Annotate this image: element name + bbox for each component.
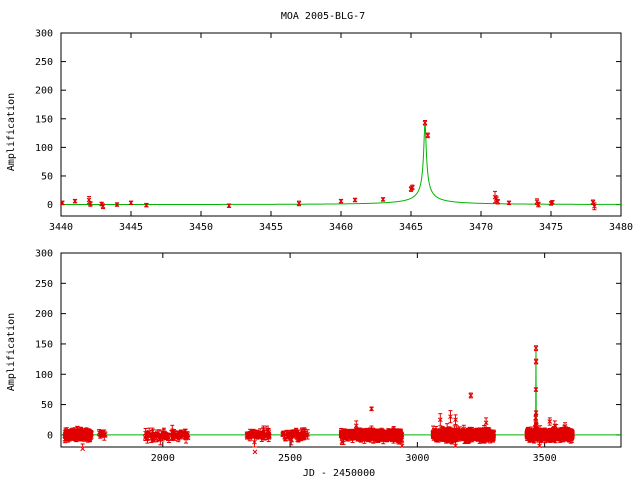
data-point	[72, 198, 78, 204]
data-point	[338, 198, 344, 204]
data-point	[410, 184, 415, 191]
x-tick-label: 3445	[119, 222, 143, 233]
data-point	[495, 198, 501, 205]
y-tick-label: 0	[47, 200, 53, 211]
plot-frame	[60, 252, 622, 448]
y-tick-label: 0	[47, 430, 53, 441]
x-tick-label: 3460	[329, 222, 353, 233]
data-point	[506, 200, 512, 206]
x-tick-label: 3470	[469, 222, 493, 233]
data-point	[592, 202, 597, 211]
panel-bottom: Amplification JD - 2450000 0 50 100 150 200 2…	[6, 249, 622, 479]
chart-title: MOA 2005-BLG-7	[281, 11, 365, 22]
data-point	[60, 200, 65, 206]
top-plot-area: 0 50 100 150 200 250 300 3440 3445 3450 3455 3460 34…	[35, 29, 633, 234]
y-tick-label: 200	[35, 309, 53, 320]
data-point	[226, 203, 232, 209]
data-point	[128, 200, 134, 206]
x-tick-label: 3480	[609, 222, 633, 233]
y-tick-label: 200	[35, 86, 53, 97]
data-point	[100, 203, 106, 210]
data-point	[380, 197, 386, 202]
bottom-plot-area: 0 50 100 150 200 250 300 2000 2500 3000 3500	[35, 249, 622, 464]
y-tick-label: 150	[35, 114, 53, 125]
y-tick-label: 50	[41, 171, 53, 182]
y-tick-label: 250	[35, 57, 53, 68]
y-tick-label: 300	[35, 29, 53, 40]
x-tick-label: 3465	[399, 222, 423, 233]
x-tick-label: 3455	[259, 222, 283, 233]
x-tick-label: 2000	[151, 453, 175, 464]
data-point	[422, 119, 428, 126]
y-tick-label: 250	[35, 279, 53, 290]
data-point	[296, 200, 302, 207]
model-curve	[61, 124, 621, 206]
y-tick-label: 100	[35, 370, 53, 381]
data-point	[144, 202, 149, 208]
data-point	[88, 201, 93, 207]
y-tick-label: 150	[35, 339, 53, 350]
x-tick-label: 3000	[405, 453, 429, 464]
data-point	[536, 201, 541, 208]
data-point	[550, 199, 555, 205]
y-tick-label: 100	[35, 143, 53, 154]
data-point	[352, 197, 358, 203]
y-axis-label: Amplification	[6, 313, 17, 391]
data-point	[114, 202, 120, 207]
y-tick-label: 300	[35, 249, 53, 260]
x-axis-label: JD - 2450000	[303, 468, 375, 479]
y-tick-label: 50	[41, 400, 53, 411]
x-tick-label: 3450	[189, 222, 213, 233]
panel-top: MOA 2005-BLG-7 Amplification 0 50 100 150 20…	[6, 11, 633, 233]
x-tick-label: 3500	[533, 453, 557, 464]
x-tick-label: 2500	[278, 453, 302, 464]
y-axis-label: Amplification	[6, 93, 17, 171]
data-point	[425, 132, 431, 139]
x-tick-label: 3475	[539, 222, 563, 233]
x-tick-label: 3440	[49, 222, 73, 233]
